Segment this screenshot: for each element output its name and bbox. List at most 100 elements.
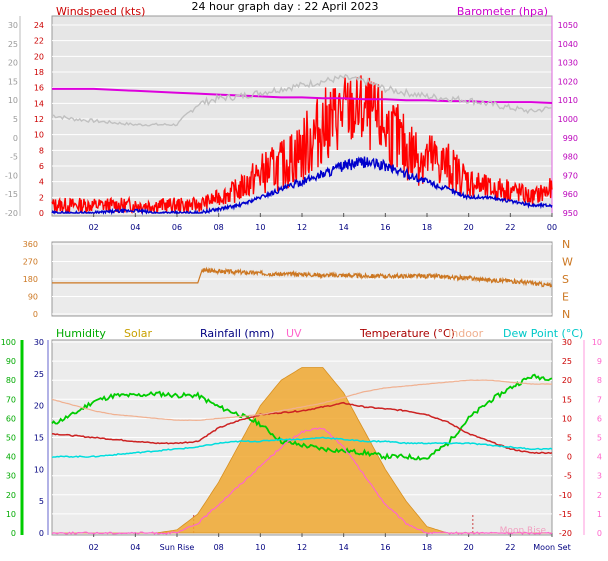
direction-tick-label: 90 [28,293,38,302]
uv-tick-label: 3 [597,472,602,481]
chart-title: 24 hour graph day : 22 April 2023 [192,0,379,13]
wind-x-tick-label: 20 [464,223,474,232]
uv-tick-label: 8 [597,376,602,385]
wind-x-tick-label: 10 [255,223,265,232]
bottom-x-tick-label: 02 [89,543,99,552]
bottom-x-tick-label: Sun Rise [160,543,195,552]
windspeed-tick-label: 0 [39,209,44,218]
outer-scale-tick-label: 20 [8,59,18,68]
temperature-tick-label: 10 [562,414,572,423]
barometer-tick-label: 990 [563,134,578,143]
uv-tick-label: 7 [597,395,602,404]
compass-tick-label: S [562,273,569,286]
compass-tick-label: E [562,291,569,304]
wind-series-line [51,156,553,216]
temperature-tick-label: 15 [562,395,572,404]
windspeed-tick-label: 16 [34,84,44,93]
rainfall-tick-label: 5 [39,497,44,506]
windspeed-tick-label: 12 [34,115,44,124]
humidity-tick-label: 70 [6,395,16,404]
humidity-tick-label: 90 [6,357,16,366]
temperature-tick-label: 20 [562,376,572,385]
uv-tick-label: 2 [597,491,602,500]
temperature-tick-label: -5 [564,472,572,481]
legend-label: Temperature (°C) [359,327,455,340]
outer-scale-tick-label: 5 [13,115,18,124]
direction-tick-label: 270 [23,258,38,267]
legend-label: Indoor [448,327,484,340]
compass-tick-label: N [562,308,570,321]
humidity-tick-label: 100 [1,338,16,347]
wind-x-tick-label: 14 [339,223,349,232]
barometer-tick-label: 1030 [558,59,578,68]
compass-tick-label: N [562,238,570,251]
temperature-tick-label: -15 [559,510,572,519]
rainfall-tick-label: 15 [34,434,44,443]
compass-tick-label: W [562,256,573,269]
bottom-series-line [51,379,553,422]
outer-scale-tick-label: 30 [8,21,18,30]
bottom-series-line [51,401,553,455]
windspeed-tick-label: 2 [39,193,44,202]
temperature-tick-label: -20 [559,529,572,538]
moon-rise-label: Moon Rise [500,526,547,536]
bottom-series-line [51,436,553,458]
barometer-tick-label: 1020 [558,77,578,86]
wind-series-line [52,73,553,127]
windspeed-tick-label: 20 [34,52,44,61]
bottom-x-tick-label: 12 [297,543,307,552]
wind-x-tick-label: 06 [172,223,182,232]
humidity-tick-label: 10 [6,510,16,519]
wind-x-tick-label: 18 [422,223,432,232]
wind-series-line [51,75,553,214]
bottom-x-tick-label: 04 [130,543,140,552]
outer-scale-tick-label: -10 [5,171,18,180]
barometer-axis-label: Barometer (hpa) [457,5,548,18]
bottom-series-line [51,427,553,535]
outer-scale-tick-label: -5 [10,153,18,162]
rainfall-tick-label: 25 [34,370,44,379]
windspeed-tick-label: 14 [34,99,44,108]
windspeed-tick-label: 4 [39,178,44,187]
humidity-tick-label: 40 [6,453,16,462]
temperature-tick-label: 30 [562,338,572,347]
bottom-x-tick-label: 08 [214,543,224,552]
outer-scale-tick-label: 15 [8,77,18,86]
wind-x-tick-label: 12 [297,223,307,232]
humidity-tick-label: 0 [11,529,16,538]
rainfall-tick-label: 20 [34,402,44,411]
bottom-x-tick-label: Moon Set [533,543,570,552]
outer-scale-tick-label: 25 [8,40,18,49]
humidity-tick-label: 50 [6,434,16,443]
temperature-tick-label: -10 [559,491,572,500]
barometer-tick-label: 1010 [558,96,578,105]
uv-tick-label: 1 [597,510,602,519]
windspeed-tick-label: 24 [34,21,44,30]
windspeed-tick-label: 22 [34,37,44,46]
rainfall-tick-label: 30 [34,338,44,347]
barometer-tick-label: 960 [563,190,578,199]
wind-x-tick-label: 16 [380,223,390,232]
humidity-tick-label: 30 [6,472,16,481]
uv-tick-label: 10 [592,338,602,347]
bottom-x-tick-label: 10 [255,543,265,552]
barometer-tick-label: 950 [563,209,578,218]
bottom-x-tick-label: 18 [422,543,432,552]
bottom-x-tick-label: 16 [380,543,390,552]
legend-label: UV [286,327,302,340]
outer-scale-tick-label: -20 [5,209,18,218]
uv-tick-label: 6 [597,414,602,423]
windspeed-tick-label: 8 [39,146,44,155]
windspeed-tick-label: 10 [34,131,44,140]
humidity-tick-label: 20 [6,491,16,500]
bottom-x-tick-label: 22 [505,543,515,552]
temperature-tick-label: 25 [562,357,572,366]
uv-tick-label: 0 [597,529,602,538]
windspeed-axis-label: Windspeed (kts) [56,5,145,18]
direction-tick-label: 0 [33,310,38,319]
bottom-x-tick-label: 20 [464,543,474,552]
rainfall-tick-label: 10 [34,465,44,474]
wind-x-tick-label: 22 [505,223,515,232]
wind-x-tick-label: 08 [214,223,224,232]
